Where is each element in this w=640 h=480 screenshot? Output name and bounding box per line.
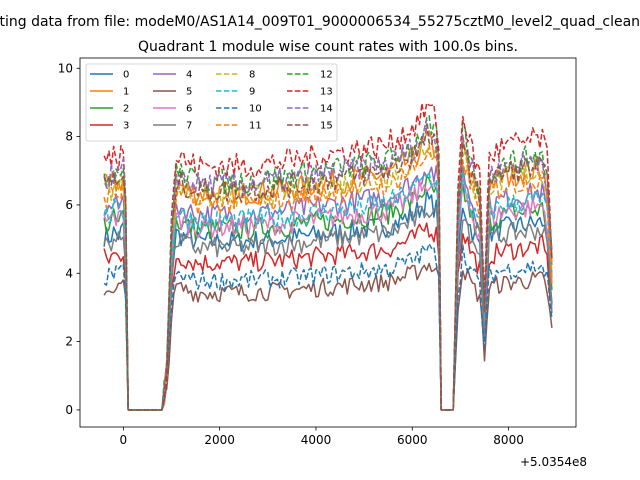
series-line-3 [103, 222, 553, 411]
legend-box [85, 63, 338, 142]
legend-label-1: 1 [123, 87, 129, 98]
legend-label-6: 6 [186, 104, 192, 115]
y-tick-label: 2 [65, 335, 73, 349]
legend-label-7: 7 [186, 121, 192, 132]
y-tick-label: 0 [65, 403, 73, 417]
series-line-5 [103, 262, 553, 411]
x-tick-label: 2000 [204, 433, 235, 447]
x-tick-label: 6000 [397, 433, 428, 447]
legend-label-8: 8 [249, 70, 255, 81]
legend-label-3: 3 [123, 121, 129, 132]
legend-label-14: 14 [320, 104, 333, 115]
y-tick-label: 6 [65, 198, 73, 212]
legend-label-13: 13 [320, 87, 333, 98]
x-tick-label: 4000 [301, 433, 332, 447]
legend-label-9: 9 [249, 87, 255, 98]
series-line-8 [103, 146, 553, 411]
series-line-9 [103, 170, 553, 411]
series-line-6 [103, 173, 553, 411]
x-tick-label: 0 [120, 433, 128, 447]
legend-label-2: 2 [123, 104, 129, 115]
series-line-10 [103, 242, 553, 411]
y-tick-label: 8 [65, 130, 73, 144]
legend-label-11: 11 [249, 121, 262, 132]
legend-label-12: 12 [320, 70, 333, 81]
series-layer [103, 102, 553, 411]
series-line-7 [103, 205, 553, 411]
legend-label-4: 4 [186, 70, 192, 81]
series-line-13 [103, 102, 553, 411]
legend-label-0: 0 [123, 70, 129, 81]
chart-suptitle: Plotting data from file: modeM0/AS1A14_0… [0, 14, 640, 30]
x-offset-label: +5.0354e8 [520, 455, 587, 469]
series-line-15 [103, 123, 553, 411]
legend-label-5: 5 [186, 87, 192, 98]
y-tick-label: 10 [58, 61, 73, 75]
x-tick-label: 8000 [493, 433, 524, 447]
legend-label-10: 10 [249, 104, 262, 115]
chart-title: Quadrant 1 module wise count rates with … [138, 39, 518, 55]
series-line-2 [103, 175, 553, 411]
plot-frame [79, 57, 577, 428]
y-tick-label: 4 [65, 266, 73, 280]
legend-label-15: 15 [320, 121, 333, 132]
